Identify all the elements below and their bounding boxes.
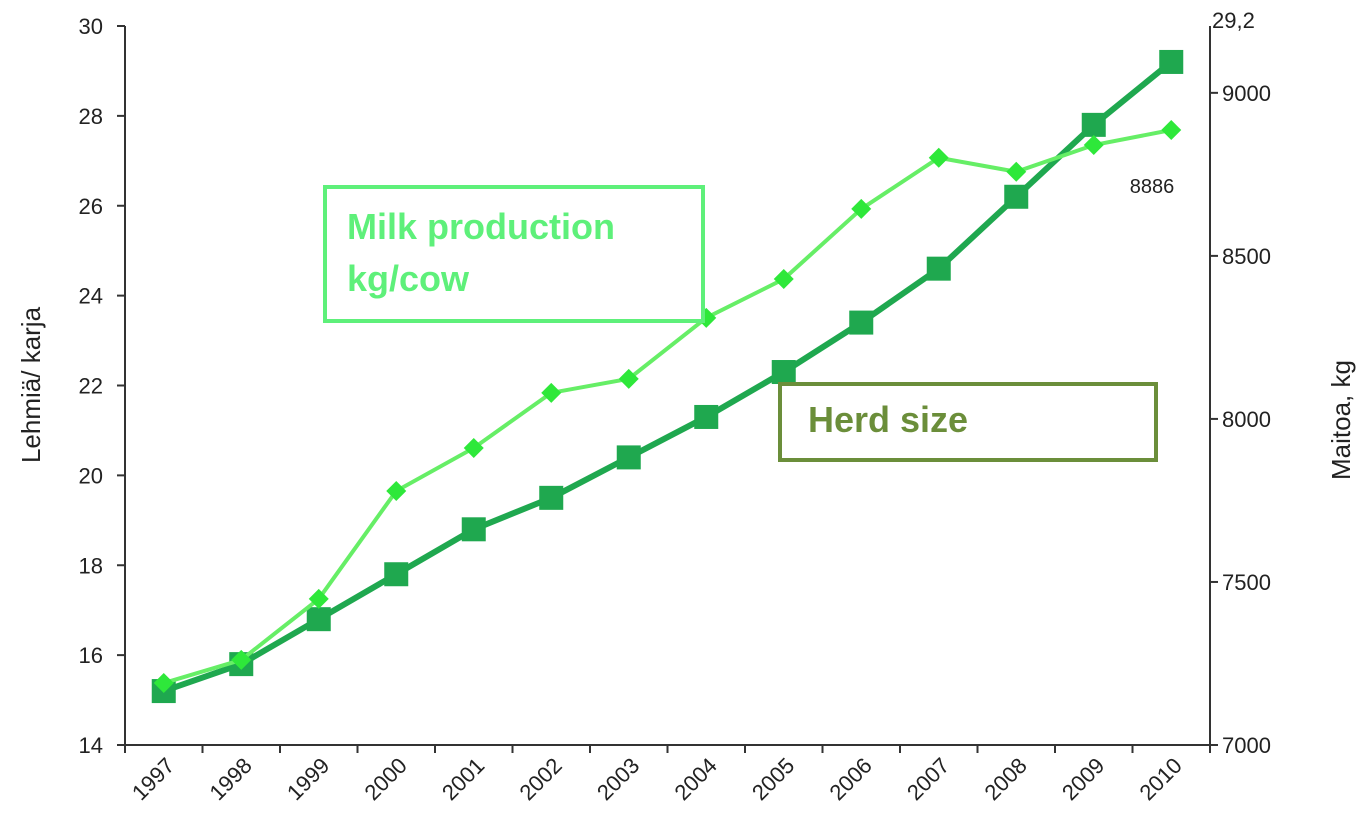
marker [616,445,641,470]
annotation: 8886 [1130,176,1175,198]
y2-tick-label: 8000 [1222,407,1271,432]
x-tick-label: 2003 [592,753,644,805]
y-tick-label: 16 [79,643,103,668]
y-tick-label: 24 [79,284,103,309]
marker [306,607,331,632]
marker [618,368,639,389]
marker [541,382,562,403]
x-tick-label: 1998 [204,753,256,805]
x-tick-label: 2010 [1134,753,1186,805]
marker [1004,184,1029,209]
marker [308,588,329,609]
y2-tick-label: 7500 [1222,570,1271,595]
marker [463,437,484,458]
marker [849,310,874,335]
series-label-box: Herd size [778,382,1158,462]
marker [926,256,951,281]
y2-tick-label: 8500 [1222,244,1271,269]
y-tick-label: 28 [79,104,103,129]
marker [386,480,407,501]
y-tick-label: 30 [79,14,103,39]
marker [539,485,564,510]
annotation: 29,2 [1212,8,1255,33]
x-tick-label: 1999 [282,753,334,805]
series-label-box: Milk production kg/cow [323,185,705,323]
x-tick-label: 2005 [747,753,799,805]
y-tick-label: 26 [79,194,103,219]
marker [928,147,949,168]
x-tick-label: 2009 [1057,753,1109,805]
y-tick-label: 14 [79,733,103,758]
x-tick-label: 1997 [127,753,179,805]
y-axis-label: Lehmiä/ karja [16,306,46,463]
marker [231,649,252,670]
marker [1006,161,1027,182]
x-tick-label: 2001 [437,753,489,805]
marker [851,198,872,219]
marker [771,360,796,385]
y-tick-label: 20 [79,463,103,488]
y2-axis-label: Maitoa, kg [1326,360,1356,480]
x-tick-label: 2000 [359,753,411,805]
series-line [163,128,1172,685]
marker [1083,135,1104,156]
y2-tick-label: 9000 [1222,81,1271,106]
marker [384,562,409,587]
marker [461,517,486,542]
y2-tick-label: 7000 [1222,733,1271,758]
y-tick-label: 18 [79,553,103,578]
x-tick-label: 2006 [824,753,876,805]
series-line [162,59,1174,694]
marker [1161,120,1182,141]
y-tick-label: 22 [79,374,103,399]
marker [1159,49,1184,74]
x-tick-label: 2002 [514,753,566,805]
x-tick-label: 2004 [669,753,721,805]
marker [153,673,174,694]
marker [694,404,719,429]
marker [1081,112,1106,137]
marker [773,269,794,290]
x-tick-label: 2007 [902,753,954,805]
x-tick-label: 2008 [979,753,1031,805]
